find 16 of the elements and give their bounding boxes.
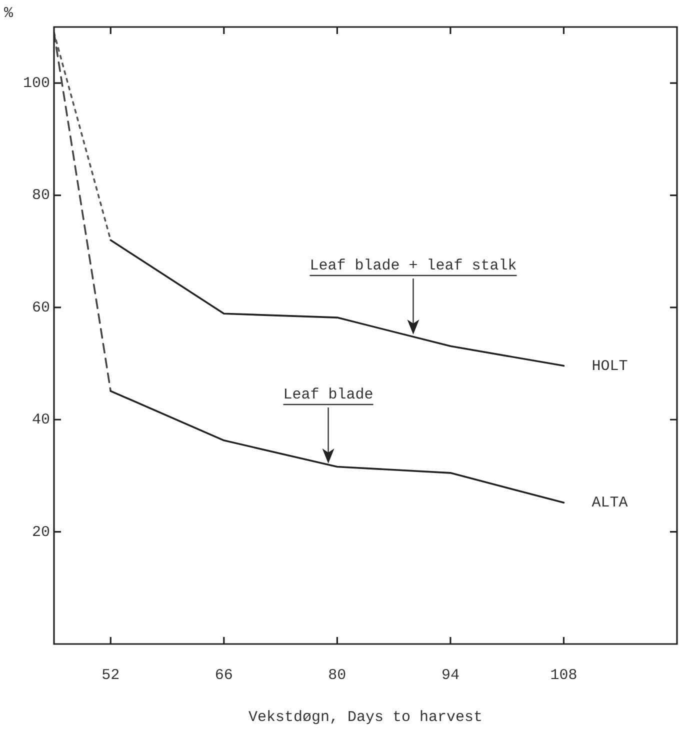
x-tick-label: 108 xyxy=(550,666,578,684)
x-tick-label: 94 xyxy=(441,666,460,684)
x-tick-label: 80 xyxy=(328,666,346,684)
series-label: ALTA xyxy=(592,494,628,512)
y-axis-title: % xyxy=(4,4,14,22)
y-tick-label: 40 xyxy=(32,412,50,429)
y-tick-label: 100 xyxy=(22,75,50,92)
y-tick-label: 80 xyxy=(32,187,50,204)
annotation: Leaf blade xyxy=(283,386,374,404)
annotation: Leaf blade + leaf stalk xyxy=(310,258,517,274)
x-tick-label: 52 xyxy=(102,666,120,684)
y-tick-label: 20 xyxy=(32,524,50,541)
x-axis-title: Vekstdøgn, Days to harvest xyxy=(248,708,483,726)
x-tick-label: 66 xyxy=(214,666,233,684)
y-tick-label: 60 xyxy=(32,299,50,316)
series-label: HOLT xyxy=(592,358,628,375)
